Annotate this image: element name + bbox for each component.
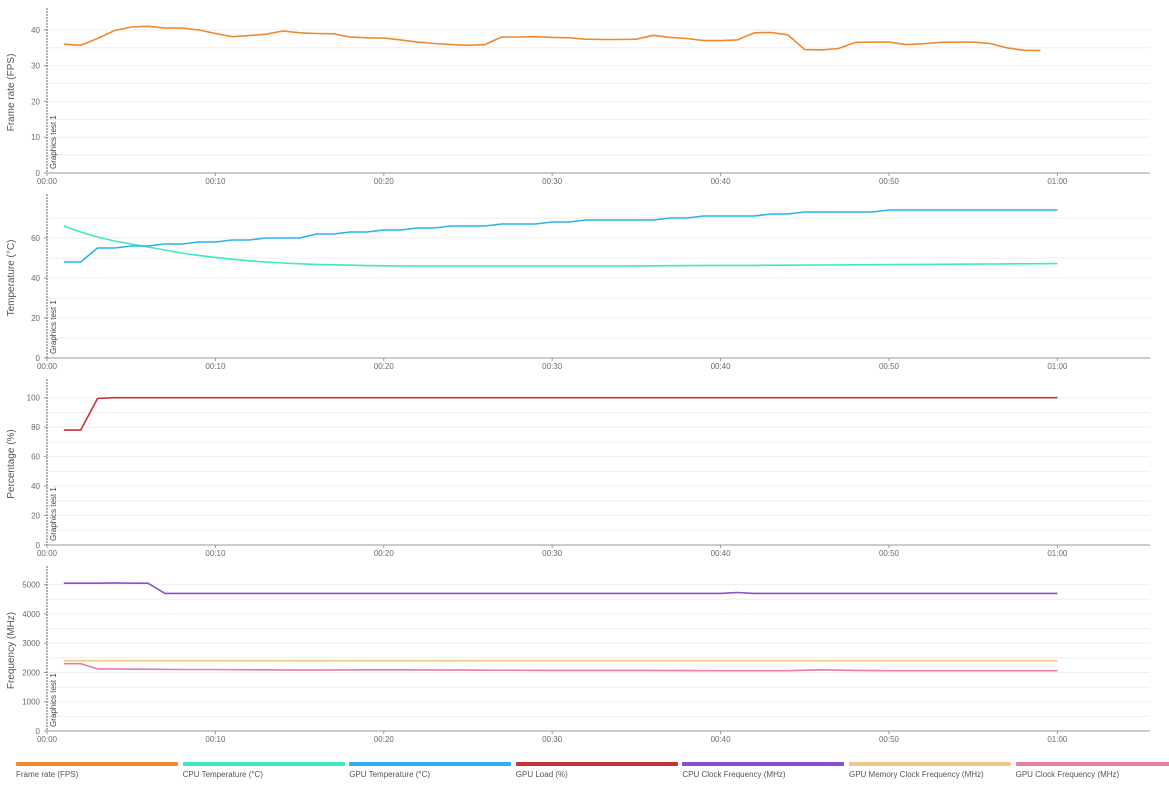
y-tick-label: 20 xyxy=(31,97,40,106)
x-tick-label: 00:40 xyxy=(711,362,732,371)
legend-label: GPU Memory Clock Frequency (MHz) xyxy=(849,770,984,779)
y-tick-label: 5000 xyxy=(22,581,40,590)
chart-panel-4: 0 1000 2000 3000 4000 5000 00:00 00:10 00:20 00:3… xyxy=(6,566,1150,744)
y-tick-label: 4000 xyxy=(22,610,40,619)
legend-item[interactable]: GPU Clock Frequency (MHz) xyxy=(1015,760,1169,791)
y-axis-label: Frame rate (FPS) xyxy=(6,54,17,132)
legend-label: CPU Clock Frequency (MHz) xyxy=(682,770,786,779)
legend-swatch xyxy=(515,762,678,766)
y-tick-label: 10 xyxy=(31,133,40,142)
series-line-gpu-clock-frequency-mhz xyxy=(63,662,1058,672)
legend-item[interactable]: CPU Clock Frequency (MHz) xyxy=(682,760,845,791)
x-tick-label: 00:40 xyxy=(711,735,732,744)
x-tick-label: 01:00 xyxy=(1047,362,1068,371)
legend-label: Frame rate (FPS) xyxy=(16,770,79,779)
y-tick-label: 30 xyxy=(31,62,40,71)
test-marker-label: Graphics test 1 xyxy=(49,487,58,541)
x-tick-label: 00:50 xyxy=(879,362,900,371)
legend-item[interactable]: GPU Memory Clock Frequency (MHz) xyxy=(849,760,1011,791)
x-tick-label: 01:00 xyxy=(1047,549,1068,558)
y-tick-label: 20 xyxy=(31,512,40,521)
legend-swatch xyxy=(849,762,1011,766)
x-tick-label: 00:20 xyxy=(374,735,395,744)
y-tick-label: 1000 xyxy=(22,698,40,707)
x-tick-label: 00:30 xyxy=(542,549,563,558)
x-tick-label: 00:00 xyxy=(37,735,58,744)
x-tick-label: 00:10 xyxy=(205,362,226,371)
series-line-cpu-temperature-c xyxy=(63,225,1058,267)
x-tick-label: 00:20 xyxy=(374,362,395,371)
y-tick-label: 60 xyxy=(31,234,40,243)
y-tick-label: 3000 xyxy=(22,639,40,648)
x-tick-label: 00:30 xyxy=(542,177,563,186)
y-axis-label: Temperature (°C) xyxy=(6,240,17,317)
y-tick-label: 20 xyxy=(31,314,40,323)
y-tick-label: 100 xyxy=(27,394,41,403)
y-axis-label: Frequency (MHz) xyxy=(6,612,17,689)
legend-item[interactable]: CPU Temperature (°C) xyxy=(182,760,345,791)
y-tick-label: 80 xyxy=(31,423,40,432)
test-marker-label: Graphics test 1 xyxy=(49,115,58,169)
legend-label: GPU Load (%) xyxy=(515,770,568,779)
legend-swatch xyxy=(349,762,512,766)
series-line-gpu-temperature-c xyxy=(63,209,1058,263)
legend-label: GPU Temperature (°C) xyxy=(349,770,431,779)
x-tick-label: 00:10 xyxy=(205,177,226,186)
chart-panel-1: 0 10 20 30 40 00:00 00:10 00:20 00:30 00:40 00:50 0… xyxy=(6,8,1150,186)
chart-panel-3: 0 20 40 60 80 100 00:00 00:10 00:20 00:30 00:40 00:… xyxy=(6,379,1150,558)
test-marker-label: Graphics test 1 xyxy=(49,300,58,354)
y-tick-label: 2000 xyxy=(22,668,40,677)
y-tick-label: 40 xyxy=(31,482,40,491)
y-tick-label: 60 xyxy=(31,453,40,462)
x-tick-label: 00:00 xyxy=(37,549,58,558)
x-tick-label: 00:30 xyxy=(542,362,563,371)
x-tick-label: 00:10 xyxy=(205,735,226,744)
legend-item[interactable]: GPU Temperature (°C) xyxy=(349,760,512,791)
x-tick-label: 00:20 xyxy=(374,177,395,186)
y-tick-label: 40 xyxy=(31,26,40,35)
x-tick-label: 00:50 xyxy=(879,549,900,558)
chart-panel-2: 0 20 40 60 00:00 00:10 00:20 00:30 00:40 00:50 01:… xyxy=(6,194,1150,371)
series-line-gpu-load xyxy=(63,396,1058,431)
legend-label: CPU Temperature (°C) xyxy=(182,770,263,779)
legend-item[interactable]: GPU Load (%) xyxy=(515,760,678,791)
x-tick-label: 00:00 xyxy=(37,362,58,371)
legend-item[interactable]: Frame rate (FPS) xyxy=(16,760,178,791)
y-tick-label: 0 xyxy=(36,727,41,736)
x-tick-label: 00:30 xyxy=(542,735,563,744)
x-tick-label: 00:00 xyxy=(37,177,58,186)
y-tick-label: 40 xyxy=(31,274,40,283)
legend-swatch xyxy=(16,762,178,766)
legend-swatch xyxy=(682,762,845,766)
x-tick-label: 00:10 xyxy=(205,549,226,558)
test-marker-label: Graphics test 1 xyxy=(49,673,58,727)
y-axis-label: Percentage (%) xyxy=(6,429,17,498)
x-tick-label: 00:50 xyxy=(879,735,900,744)
x-tick-label: 00:50 xyxy=(879,177,900,186)
x-tick-label: 01:00 xyxy=(1047,177,1068,186)
x-tick-label: 01:00 xyxy=(1047,735,1068,744)
legend: Frame rate (FPS) CPU Temperature (°C) GPU … xyxy=(0,760,1169,791)
legend-label: GPU Clock Frequency (MHz) xyxy=(1015,770,1120,779)
y-tick-label: 0 xyxy=(36,541,41,550)
series-line-cpu-clock-frequency-mhz xyxy=(63,582,1058,595)
y-tick-label: 0 xyxy=(36,169,41,178)
x-tick-label: 00:40 xyxy=(711,177,732,186)
legend-swatch xyxy=(1015,762,1169,766)
x-tick-label: 00:20 xyxy=(374,549,395,558)
series-line-frame-rate-fps xyxy=(63,25,1041,52)
y-tick-label: 0 xyxy=(36,354,41,363)
x-tick-label: 00:40 xyxy=(711,549,732,558)
legend-swatch xyxy=(182,762,345,766)
